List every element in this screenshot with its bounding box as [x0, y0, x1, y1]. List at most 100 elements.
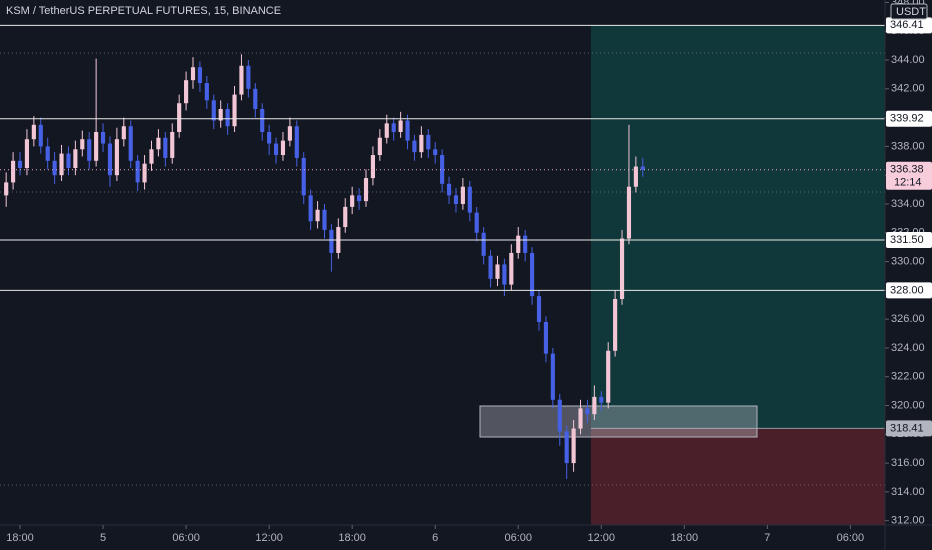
candle-body: [633, 166, 638, 187]
candle-body: [467, 186, 472, 213]
candle-body: [232, 94, 237, 127]
countdown: 12:14: [894, 177, 922, 189]
y-tick-label: 316.00: [891, 457, 925, 469]
x-tick-label: 12:00: [588, 532, 616, 544]
candle-body: [343, 206, 348, 228]
last-price-bg: [886, 161, 932, 190]
candle-body: [357, 195, 362, 202]
candle-body: [52, 160, 57, 176]
candle-body: [80, 139, 85, 150]
candle-body: [149, 149, 154, 164]
candle-body: [121, 126, 126, 140]
y-tick-label: 342.00: [891, 83, 925, 95]
candle-body: [135, 160, 140, 183]
candle-body: [440, 155, 445, 184]
candle-body: [204, 83, 209, 101]
candle-body: [73, 149, 78, 168]
candle-body: [128, 126, 133, 161]
x-tick-label: 18:00: [6, 532, 34, 544]
candle-body: [419, 134, 424, 153]
candle-body: [370, 155, 376, 179]
x-tick-label: 12:00: [255, 532, 283, 544]
candle-body: [170, 132, 175, 158]
candle-body: [45, 146, 50, 161]
candle-body: [308, 195, 313, 222]
candle-body: [481, 232, 486, 256]
x-tick-label: 5: [100, 532, 106, 544]
candle-body: [613, 298, 618, 351]
level-label-bg: [886, 282, 932, 299]
entry-label: 318.41: [890, 422, 924, 434]
candle-body: [87, 139, 92, 161]
candle-body: [239, 65, 244, 95]
candle-body: [585, 408, 590, 415]
candle-body: [218, 108, 223, 121]
candle-body: [460, 186, 465, 204]
y-tick-label: 314.00: [891, 486, 925, 498]
candle-body: [377, 137, 382, 156]
candle-body: [578, 408, 583, 429]
candle-body: [24, 139, 30, 168]
candle-body: [267, 132, 272, 144]
candle-body: [530, 252, 535, 297]
candle-body: [488, 255, 493, 279]
currency: USDT: [896, 6, 926, 18]
level-label: 331.50: [890, 234, 924, 246]
candle-body: [495, 264, 500, 279]
candle-body: [592, 396, 597, 415]
candle-body: [433, 149, 438, 156]
candle-body: [31, 124, 36, 140]
x-tick-label: 06:00: [837, 532, 865, 544]
candle-body: [550, 353, 555, 400]
y-tick-label: 324.00: [891, 342, 925, 354]
candle-body: [640, 166, 645, 170]
y-tick-label: 344.00: [891, 54, 925, 66]
plot: [0, 24, 885, 479]
candle-body: [426, 134, 431, 150]
y-tick-label: 322.00: [891, 371, 925, 383]
candle-body: [197, 67, 203, 84]
candle-body: [543, 322, 549, 354]
candle-body: [94, 132, 99, 161]
x-tick-label: 7: [764, 532, 770, 544]
candle-body: [107, 143, 113, 176]
axis-bg: [885, 0, 932, 550]
candle-body: [184, 80, 189, 104]
candle-body: [11, 160, 16, 183]
currency-bg: [890, 3, 928, 20]
entry-label-bg: [886, 420, 932, 437]
candle-body: [156, 137, 161, 150]
candle-body: [142, 163, 147, 183]
candle-body: [599, 396, 604, 403]
candle-body: [516, 235, 521, 253]
candle-body: [509, 252, 514, 285]
candle-body: [571, 428, 576, 464]
zones: [0, 25, 885, 525]
candle-body: [619, 238, 625, 299]
candle-body: [66, 153, 71, 168]
candle-body: [329, 229, 334, 253]
y-tick-label: 334.00: [891, 198, 925, 210]
target-zone: [591, 25, 885, 429]
range-box: [479, 405, 758, 438]
candle-body: [287, 126, 292, 141]
level-label: 346.41: [890, 19, 924, 31]
candle-body: [17, 160, 23, 168]
candle-body: [177, 103, 182, 133]
y-tick-label: 312.00: [891, 515, 925, 527]
candle-body: [502, 264, 507, 285]
candle-body: [301, 157, 306, 196]
candle-body: [536, 296, 542, 323]
candle-body: [626, 186, 632, 239]
candle-body: [100, 132, 106, 144]
candle-body: [38, 124, 43, 147]
candle-body: [398, 120, 403, 133]
candle-body: [453, 195, 459, 204]
y-tick-label: 330.00: [891, 255, 925, 267]
x-tick-label: 18:00: [671, 532, 699, 544]
candle-body: [211, 100, 216, 121]
candle-body: [350, 195, 355, 207]
